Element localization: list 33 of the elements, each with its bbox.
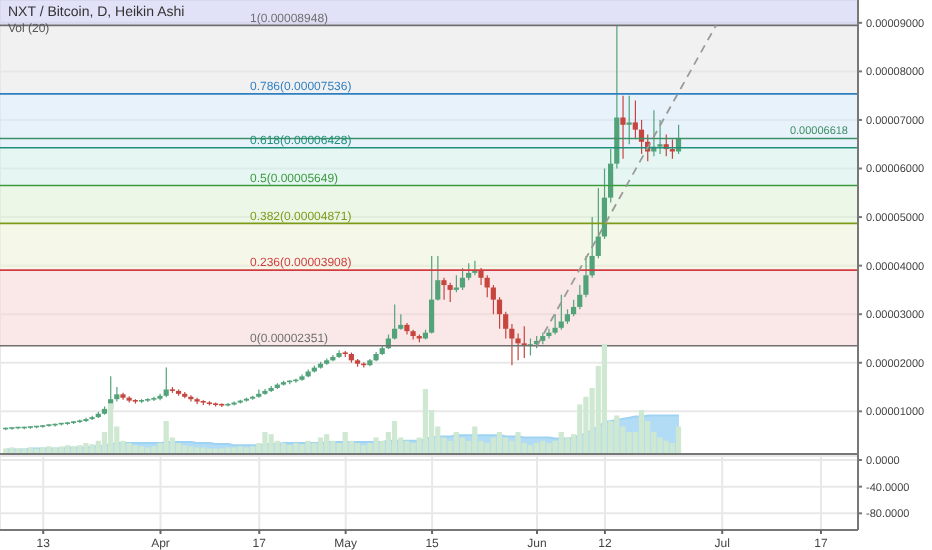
bar: [657, 437, 663, 454]
bar: [564, 437, 570, 454]
bar: [262, 431, 268, 454]
candlestick: [441, 277, 447, 301]
bar: [410, 442, 416, 454]
bar: [490, 437, 496, 454]
bar: [515, 431, 521, 454]
candlestick: [163, 367, 169, 398]
bar: [422, 389, 429, 454]
candlestick: [626, 95, 632, 145]
bar: [459, 437, 466, 454]
bar: [317, 437, 324, 454]
bar: [496, 431, 503, 454]
bar: [577, 404, 583, 454]
candlestick: [256, 388, 262, 399]
bar: [675, 426, 682, 454]
bar: [601, 343, 608, 454]
candlestick: [669, 138, 675, 160]
candlestick: [558, 294, 564, 331]
bar: [163, 420, 169, 454]
bar: [638, 409, 645, 454]
candlestick: [620, 95, 626, 160]
candlestick: [447, 282, 453, 303]
bar: [472, 426, 478, 454]
bar: [15, 448, 21, 454]
bar: [342, 431, 348, 454]
candlestick: [429, 255, 435, 335]
bar: [268, 434, 274, 454]
bar: [324, 434, 330, 454]
bar: [503, 437, 509, 454]
bar: [583, 396, 589, 454]
bar: [391, 420, 398, 454]
bar: [552, 440, 558, 454]
